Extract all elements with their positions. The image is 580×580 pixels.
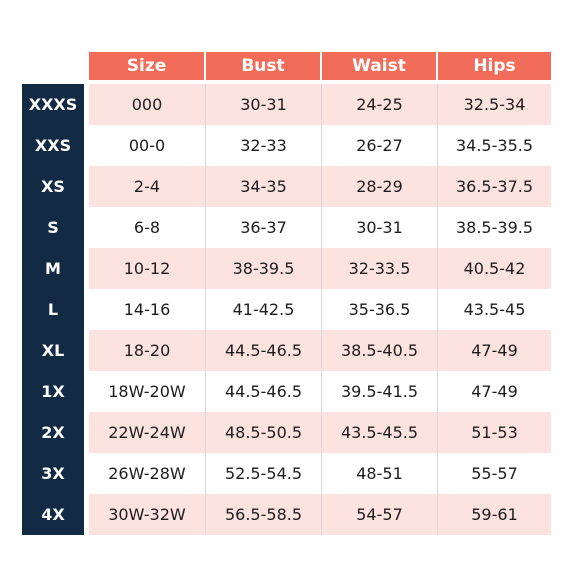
cell-hips: 43.5-45	[463, 300, 526, 319]
cell-waist: 38.5-40.5	[322, 330, 438, 371]
table-row: 10-12 38-39.5 32-33.5 40.5-42	[89, 248, 551, 289]
table-row: 6-8 36-37 30-31 38.5-39.5	[89, 207, 551, 248]
cell-bust: 56.5-58.5	[206, 494, 322, 535]
table-row: 14-16 41-42.5 35-36.5 43.5-45	[89, 289, 551, 330]
size-label: S	[47, 218, 59, 237]
cell-hips: 59-61	[471, 505, 518, 524]
size-label: L	[47, 300, 59, 319]
cell-bust: 52.5-54.5	[206, 453, 322, 494]
cell-size: 000	[89, 84, 206, 125]
cell-bust: 44.5-46.5	[206, 371, 322, 412]
cell-hips: 38.5-39.5	[455, 218, 534, 237]
table-row: 2-4 34-35 28-29 36.5-37.5	[89, 166, 551, 207]
cell-size: 6-8	[89, 207, 206, 248]
cell-waist: 32-33.5	[322, 248, 438, 289]
table-header: Size Bust Waist Hips	[89, 52, 551, 80]
cell-size: 18W-20W	[89, 371, 206, 412]
table-row: 18-20 44.5-46.5 38.5-40.5 47-49	[89, 330, 551, 371]
size-label: 4X	[41, 505, 65, 524]
cell-waist: 30-31	[322, 207, 438, 248]
cell-waist: 24-25	[322, 84, 438, 125]
cell-hips: 47-49	[471, 341, 518, 360]
cell-bust: 38-39.5	[206, 248, 322, 289]
size-label: XXS	[34, 136, 72, 155]
size-label: XS	[41, 177, 65, 196]
size-label: 3X	[41, 464, 65, 483]
size-label: XXXS	[28, 95, 78, 114]
cell-size: 14-16	[89, 289, 206, 330]
cell-waist: 28-29	[322, 166, 438, 207]
table-row: 00-0 32-33 26-27 34.5-35.5	[89, 125, 551, 166]
cell-bust: 32-33	[206, 125, 322, 166]
cell-size: 10-12	[89, 248, 206, 289]
cell-waist: 26-27	[322, 125, 438, 166]
cell-bust: 30-31	[206, 84, 322, 125]
cell-bust: 41-42.5	[206, 289, 322, 330]
header-size: Size	[89, 52, 206, 80]
cell-hips: 34.5-35.5	[455, 136, 534, 155]
header-bust: Bust	[206, 52, 322, 80]
table-body: 000 30-31 24-25 32.5-34 00-0 32-33 26-27 34.5-3…	[89, 84, 551, 535]
cell-hips: 51-53	[471, 423, 518, 442]
cell-waist: 48-51	[322, 453, 438, 494]
cell-bust: 48.5-50.5	[206, 412, 322, 453]
cell-waist: 39.5-41.5	[322, 371, 438, 412]
table-row: 30W-32W 56.5-58.5 54-57 59-61	[89, 494, 551, 535]
cell-hips: 47-49	[471, 382, 518, 401]
cell-hips: 55-57	[471, 464, 518, 483]
cell-bust: 44.5-46.5	[206, 330, 322, 371]
cell-hips: 36.5-37.5	[455, 177, 534, 196]
size-label: 2X	[41, 423, 65, 442]
cell-size: 18-20	[89, 330, 206, 371]
cell-size: 30W-32W	[89, 494, 206, 535]
cell-bust: 36-37	[206, 207, 322, 248]
cell-waist: 54-57	[322, 494, 438, 535]
header-hips: Hips	[438, 52, 551, 80]
table-row: 18W-20W 44.5-46.5 39.5-41.5 47-49	[89, 371, 551, 412]
table-row: 26W-28W 52.5-54.5 48-51 55-57	[89, 453, 551, 494]
size-label: XL	[41, 341, 65, 360]
cell-hips: 40.5-42	[463, 259, 526, 278]
size-label: M	[45, 259, 61, 278]
cell-size: 22W-24W	[89, 412, 206, 453]
size-label-column: XXXS XXS XS S M L XL 1X 2X 3X 4X	[22, 84, 84, 535]
cell-size: 26W-28W	[89, 453, 206, 494]
table-row: 000 30-31 24-25 32.5-34	[89, 84, 551, 125]
cell-waist: 35-36.5	[322, 289, 438, 330]
cell-hips: 32.5-34	[463, 95, 526, 114]
table-row: 22W-24W 48.5-50.5 43.5-45.5 51-53	[89, 412, 551, 453]
cell-waist: 43.5-45.5	[322, 412, 438, 453]
size-label: 1X	[41, 382, 65, 401]
cell-bust: 34-35	[206, 166, 322, 207]
header-waist: Waist	[322, 52, 438, 80]
cell-size: 00-0	[89, 125, 206, 166]
cell-size: 2-4	[89, 166, 206, 207]
